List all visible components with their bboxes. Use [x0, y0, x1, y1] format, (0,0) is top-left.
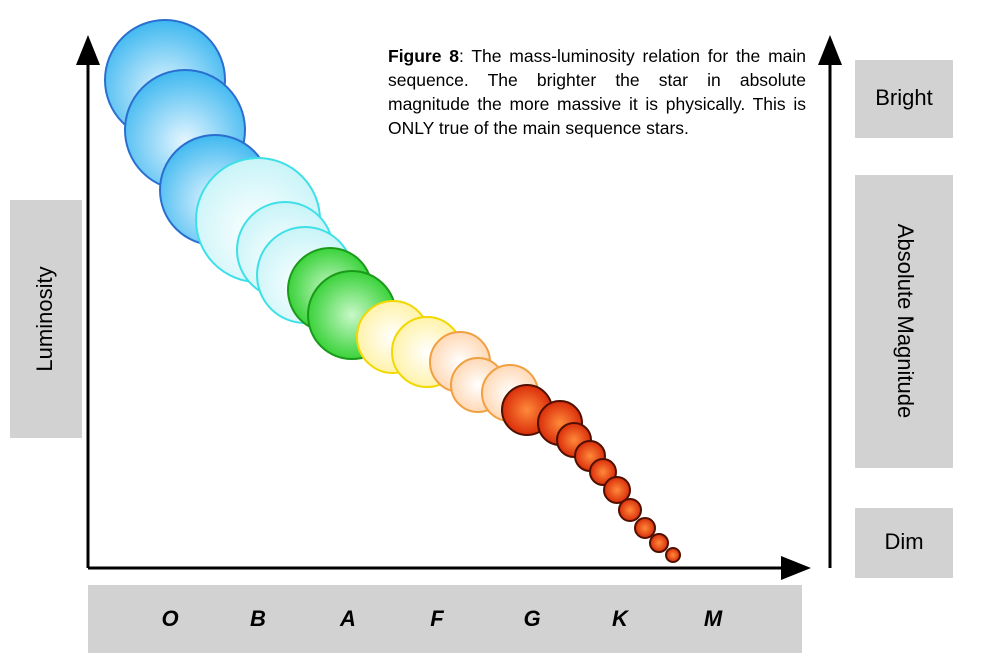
star — [635, 518, 655, 538]
bright-label: Bright — [875, 85, 932, 110]
spectral-class: O — [161, 606, 178, 631]
page: {"caption":{"label":"Figure 8","text":":… — [0, 0, 982, 653]
spectral-class: G — [523, 606, 540, 631]
spectral-class: B — [250, 606, 266, 631]
dim-label: Dim — [884, 529, 923, 554]
spectral-class: K — [612, 606, 630, 631]
spectral-class: A — [339, 606, 356, 631]
caption-label: Figure 8 — [388, 46, 459, 66]
star — [650, 534, 668, 552]
star — [666, 548, 680, 562]
magnitude-label: Absolute Magnitude — [893, 224, 918, 418]
spectral-class: F — [430, 606, 444, 631]
star — [619, 499, 641, 521]
spectral-class: M — [704, 606, 723, 631]
caption: Figure 8: The mass-luminosity relation f… — [388, 44, 806, 140]
y-axis-label: Luminosity — [32, 266, 57, 371]
